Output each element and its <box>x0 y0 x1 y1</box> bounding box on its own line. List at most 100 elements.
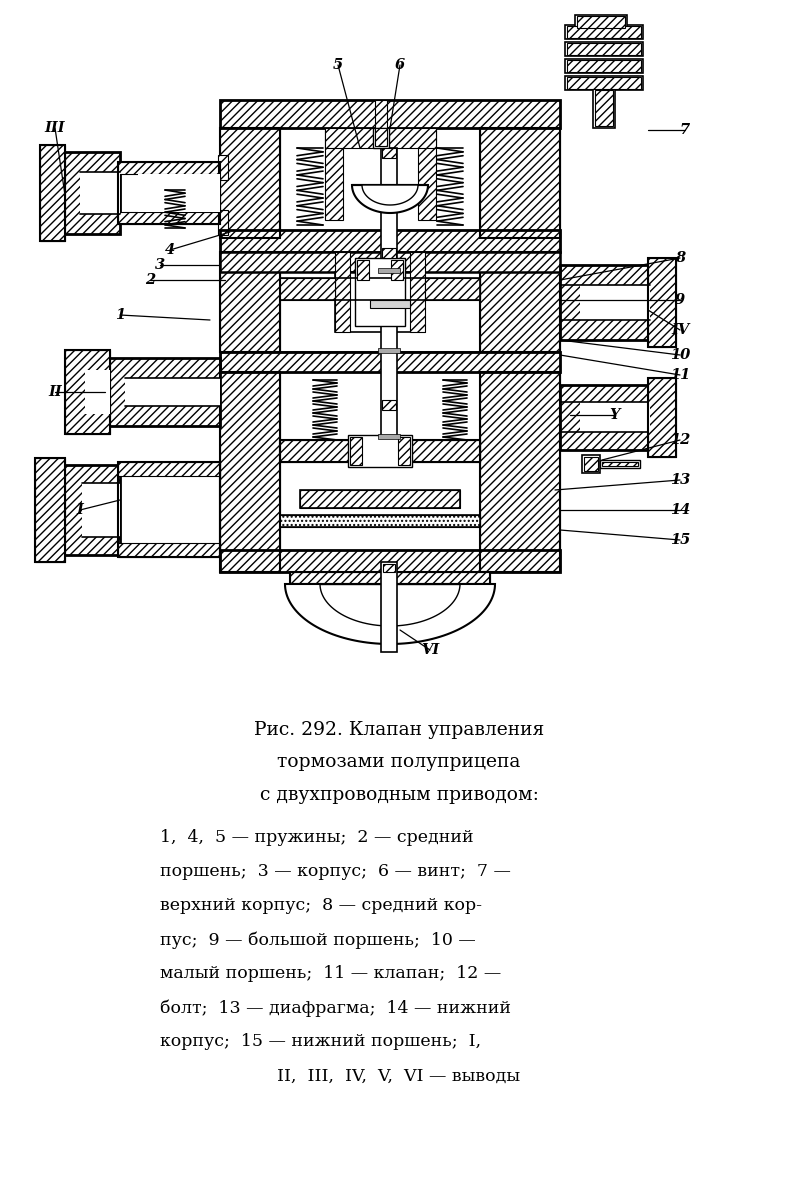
Bar <box>105 358 220 426</box>
Bar <box>600 460 640 468</box>
Bar <box>82 482 120 538</box>
Bar <box>40 145 65 241</box>
Bar <box>300 490 460 508</box>
Bar <box>382 148 396 158</box>
Bar <box>300 490 460 508</box>
Polygon shape <box>362 185 418 205</box>
Text: II: II <box>48 385 62 398</box>
Bar <box>567 60 641 72</box>
Bar <box>565 76 643 90</box>
Text: I: I <box>77 503 83 517</box>
Bar <box>138 174 220 212</box>
Bar <box>391 260 403 280</box>
Bar <box>480 128 560 238</box>
Bar <box>418 130 436 220</box>
Bar <box>220 352 560 372</box>
Bar <box>560 265 650 340</box>
Bar <box>381 148 397 438</box>
Bar <box>118 462 220 476</box>
Text: 1: 1 <box>115 308 125 322</box>
Bar <box>280 515 480 527</box>
Text: 8: 8 <box>675 251 685 265</box>
Bar <box>220 230 560 252</box>
Bar <box>378 434 400 439</box>
Bar <box>577 16 625 28</box>
Text: 4: 4 <box>165 242 175 257</box>
Bar <box>220 100 560 128</box>
Text: Рис. 292. Клапан управления: Рис. 292. Клапан управления <box>254 721 544 739</box>
Bar <box>40 145 65 241</box>
Bar <box>280 278 480 300</box>
Bar <box>370 300 410 308</box>
Bar <box>648 378 676 457</box>
Bar <box>220 550 560 572</box>
Text: болт;  13 — диафрагма;  14 — нижний: болт; 13 — диафрагма; 14 — нижний <box>160 1000 511 1016</box>
Text: 13: 13 <box>670 473 690 487</box>
Bar <box>280 515 480 527</box>
Bar <box>325 128 436 148</box>
Text: Y: Y <box>610 408 620 422</box>
Bar <box>595 90 613 126</box>
Text: малый поршень;  11 — клапан;  12 —: малый поршень; 11 — клапан; 12 — <box>160 966 501 983</box>
Bar <box>565 42 643 56</box>
Text: 1,  4,  5 — пружины;  2 — средний: 1, 4, 5 — пружины; 2 — средний <box>160 829 474 846</box>
Bar <box>410 252 425 332</box>
Bar <box>280 372 480 572</box>
Bar <box>60 464 120 554</box>
Bar <box>378 348 400 353</box>
Bar <box>560 385 650 450</box>
Text: верхний корпус;  8 — средний кор-: верхний корпус; 8 — средний кор- <box>160 898 482 914</box>
Bar <box>80 172 120 214</box>
Bar <box>60 464 120 554</box>
Text: 6: 6 <box>395 58 405 72</box>
Bar <box>480 252 560 352</box>
Bar <box>220 252 560 272</box>
Bar <box>118 462 220 557</box>
Bar <box>480 372 560 572</box>
Bar <box>118 162 220 224</box>
Bar <box>398 437 410 464</box>
Bar <box>220 252 560 272</box>
Text: 2: 2 <box>145 272 155 287</box>
Bar <box>105 358 220 426</box>
Text: 3: 3 <box>155 258 165 272</box>
Bar <box>567 43 641 55</box>
Text: 12: 12 <box>670 433 690 446</box>
Bar <box>383 564 395 572</box>
Text: II,  III,  IV,  V,  VI — выводы: II, III, IV, V, VI — выводы <box>277 1068 521 1085</box>
Bar <box>602 462 638 466</box>
Bar <box>290 572 490 584</box>
Polygon shape <box>352 185 428 212</box>
Bar <box>220 230 560 252</box>
Bar <box>65 350 110 434</box>
Bar <box>584 457 598 470</box>
Text: тормозами полуприцепа: тормозами полуприцепа <box>277 754 521 770</box>
Polygon shape <box>320 584 460 626</box>
Bar <box>335 252 350 332</box>
Bar <box>357 260 369 280</box>
Text: 5: 5 <box>333 58 343 72</box>
Bar <box>125 378 220 406</box>
Bar <box>560 385 650 450</box>
Text: III: III <box>45 121 66 134</box>
Bar <box>350 437 362 464</box>
Text: 11: 11 <box>670 368 690 382</box>
Text: 7: 7 <box>680 122 690 137</box>
Text: поршень;  3 — корпус;  6 — винт;  7 —: поршень; 3 — корпус; 6 — винт; 7 — <box>160 864 511 881</box>
Bar <box>580 402 650 432</box>
Bar <box>425 278 480 300</box>
Bar <box>280 278 335 300</box>
Bar <box>85 370 110 414</box>
Bar <box>220 352 560 372</box>
Bar <box>480 252 560 352</box>
Bar <box>648 378 676 457</box>
Text: VI: VI <box>421 643 439 658</box>
Bar <box>280 128 480 238</box>
Bar <box>220 252 280 352</box>
Text: IV: IV <box>671 323 689 337</box>
Text: 9: 9 <box>675 293 685 307</box>
Bar <box>355 258 405 326</box>
Bar <box>373 128 389 148</box>
Bar <box>375 128 387 146</box>
Bar <box>35 458 65 562</box>
